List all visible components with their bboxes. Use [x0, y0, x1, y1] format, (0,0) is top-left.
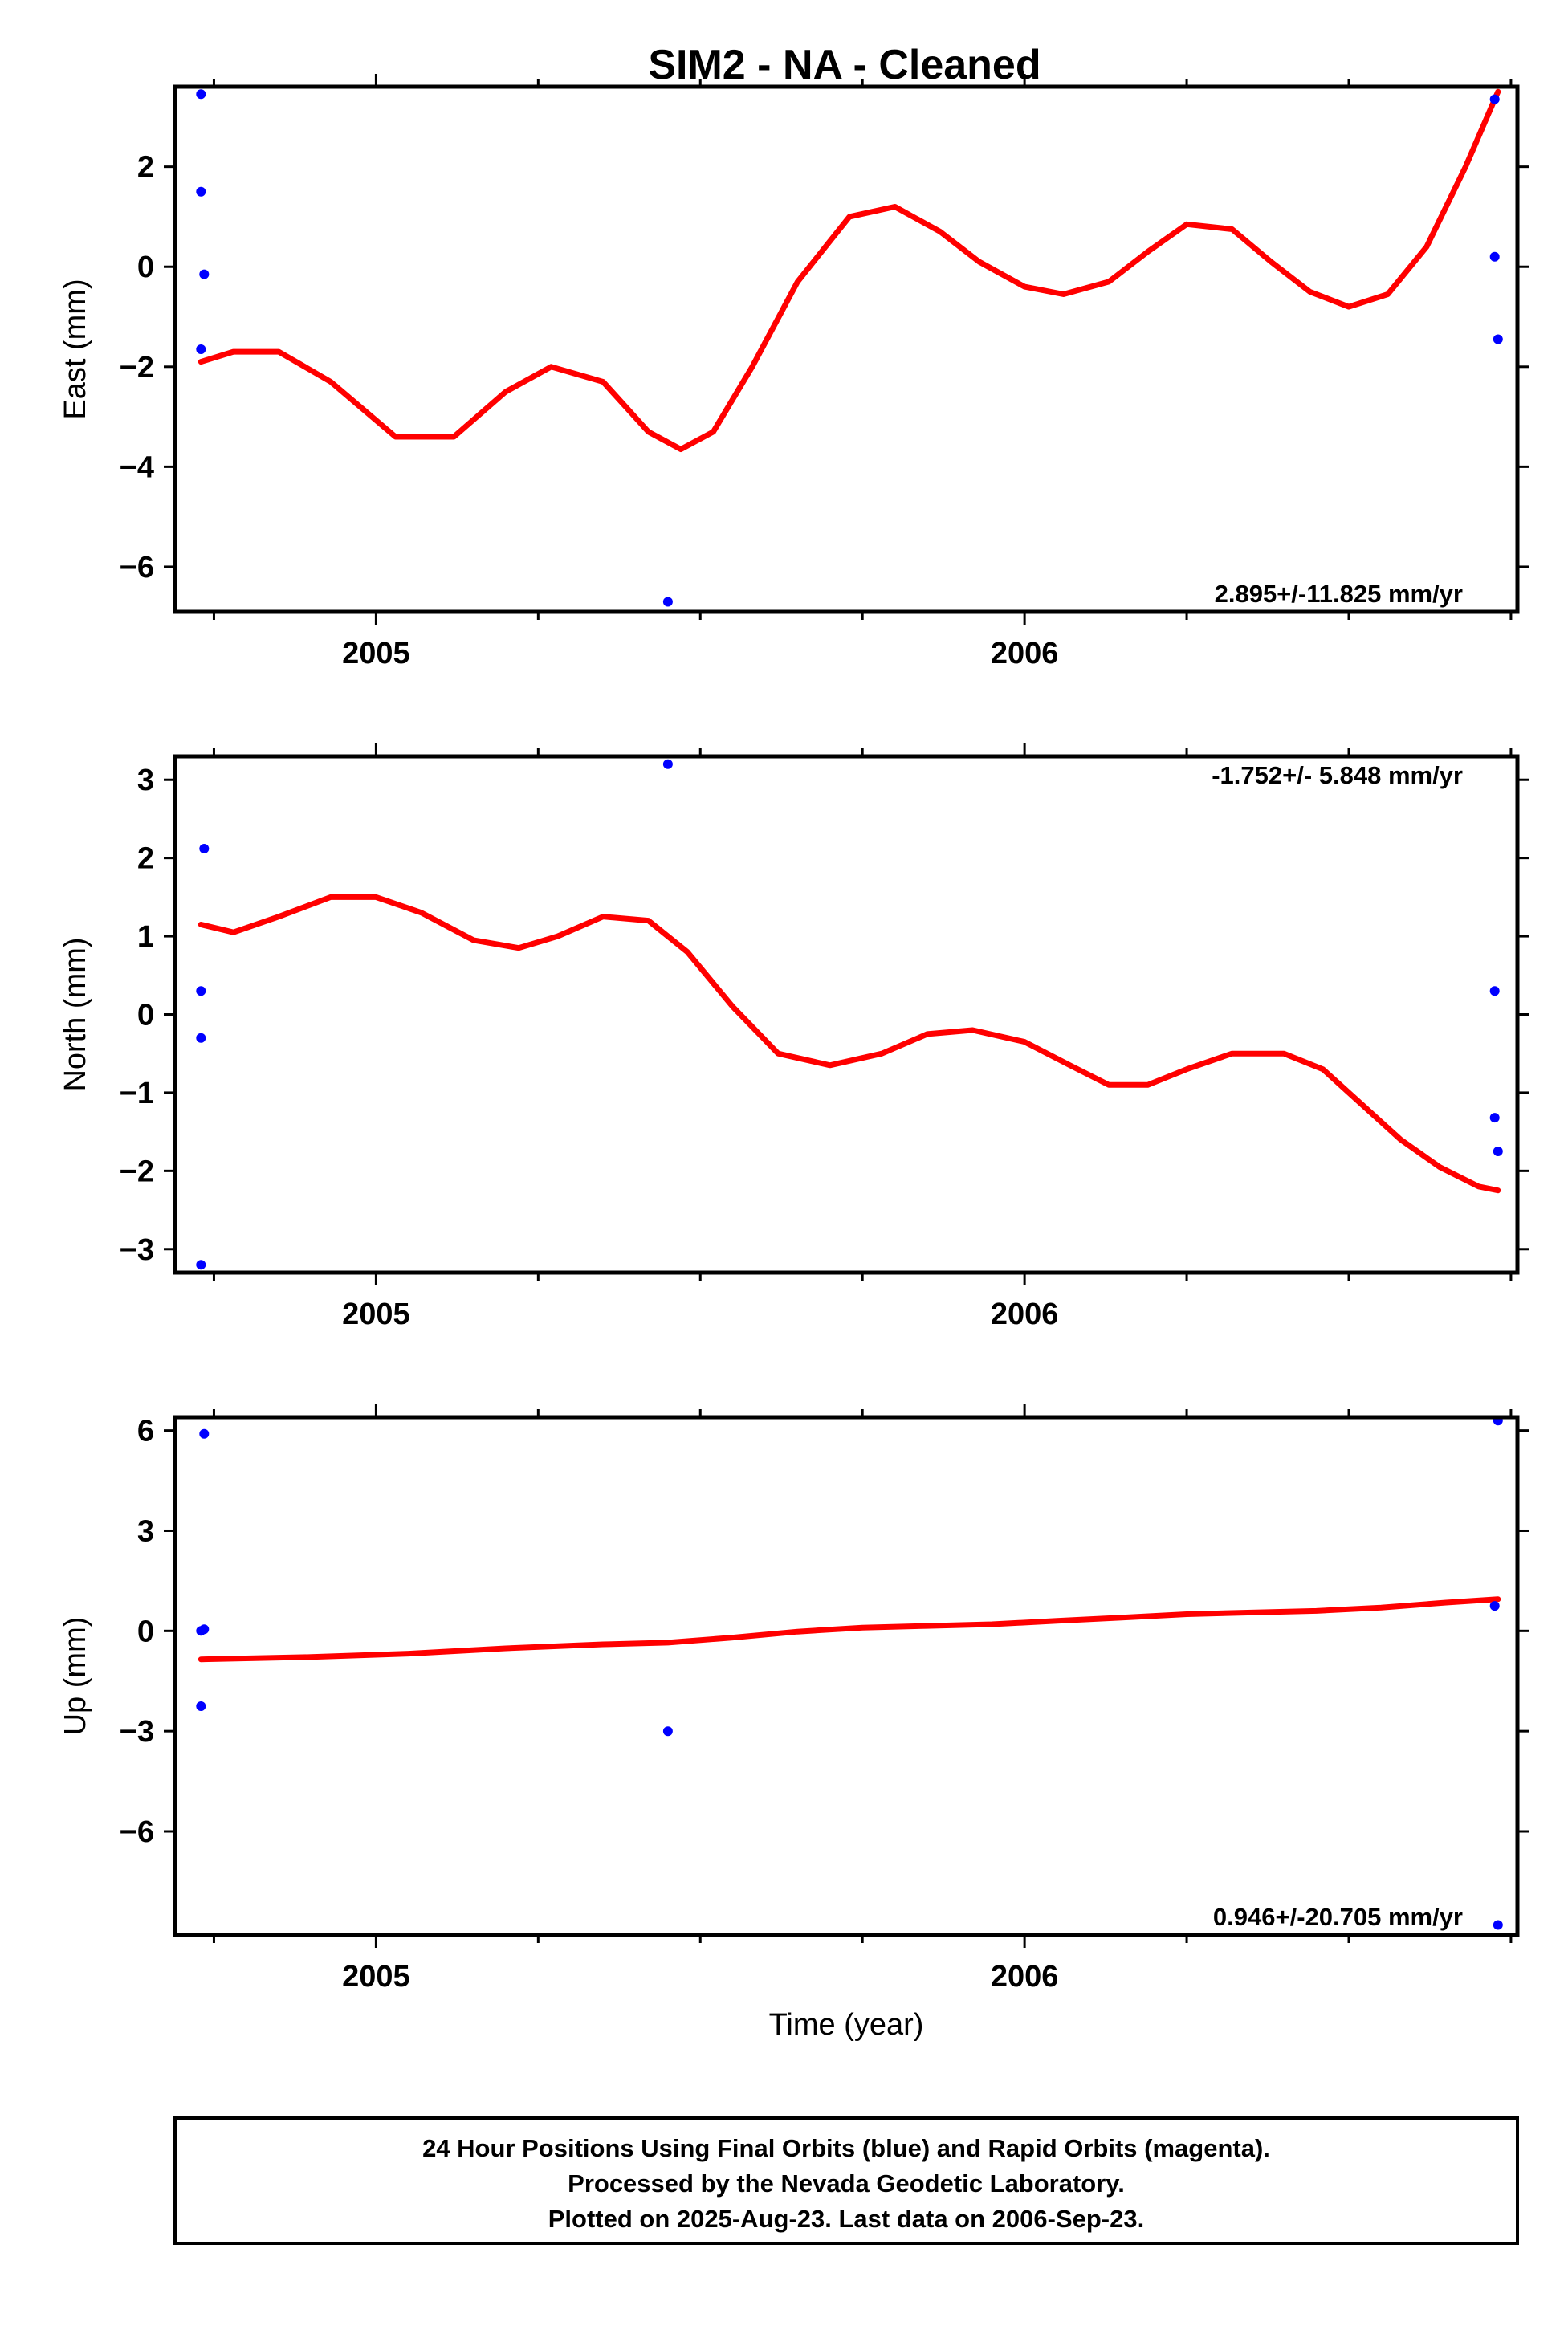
data-point	[196, 1701, 206, 1711]
y-axis-label: Up (mm)	[59, 1617, 92, 1736]
footer-box: 24 Hour Positions Using Final Orbits (bl…	[173, 2116, 1519, 2245]
y-tick-label: 0	[137, 251, 154, 284]
data-point	[1489, 251, 1500, 262]
data-point	[662, 1726, 673, 1737]
rate-annotation: 0.946+/-20.705 mm/yr	[1213, 1903, 1463, 1931]
footer-line-1: 24 Hour Positions Using Final Orbits (bl…	[422, 2134, 1270, 2162]
x-tick-label: 2006	[991, 1960, 1059, 1994]
panel-2: 3 2 1 0 −1 −2 −3 2005 2006 North (mm) -1.752+/- 5.…	[59, 743, 1529, 1331]
x-tick-label: 2005	[342, 637, 410, 670]
y-tick-label: −4	[120, 450, 154, 484]
y-axis-label: North (mm)	[59, 937, 92, 1091]
y-tick-label: −3	[120, 1233, 154, 1267]
x-tick-label: 2006	[991, 637, 1059, 670]
y-tick-label: 3	[137, 1514, 154, 1548]
data-point	[1493, 1920, 1503, 1930]
footer-line-3: Plotted on 2025-Aug-23. Last data on 200…	[548, 2205, 1144, 2233]
y-axis-label: East (mm)	[59, 279, 92, 419]
fit-line	[198, 88, 1501, 453]
footer-frame	[173, 2116, 1519, 2245]
rate-annotation: -1.752+/- 5.848 mm/yr	[1212, 761, 1463, 789]
data-point	[662, 597, 673, 607]
x-axis-label: Time (year)	[769, 2008, 924, 2042]
y-tick-label: −3	[120, 1715, 154, 1749]
data-point	[196, 1033, 206, 1043]
fit-line	[198, 894, 1501, 1194]
y-tick-label: 3	[137, 764, 154, 797]
x-tick-label: 2005	[342, 1297, 410, 1331]
data-point	[199, 1428, 210, 1439]
y-tick-label: 0	[137, 1615, 154, 1648]
data-point	[1493, 1147, 1503, 1156]
y-tick-label: −6	[120, 1815, 154, 1849]
data-point	[1493, 334, 1503, 344]
y-tick-label: 2	[137, 151, 154, 185]
data-point	[1489, 1113, 1500, 1123]
x-tick-label: 2005	[342, 1960, 410, 1994]
y-tick-label: −6	[120, 551, 154, 585]
data-point	[196, 344, 206, 354]
rate-annotation: 2.895+/-11.825 mm/yr	[1215, 580, 1463, 608]
data-point	[199, 269, 210, 279]
data-point	[1489, 986, 1500, 996]
plot-frame	[173, 754, 1520, 1275]
data-point	[196, 89, 206, 100]
y-tick-label: 0	[137, 999, 154, 1033]
chart-title: SIM2 - NA - Cleaned	[648, 42, 1041, 88]
y-tick-label: 1	[137, 920, 154, 954]
fit-line	[198, 1596, 1501, 1663]
data-point	[196, 186, 206, 197]
plot-frame	[173, 1415, 1520, 1937]
footer-line-2: Processed by the Nevada Geodetic Laborat…	[568, 2169, 1125, 2198]
data-point	[1489, 1601, 1500, 1611]
y-tick-label: −1	[120, 1077, 154, 1110]
data-point	[199, 1624, 210, 1635]
data-point	[662, 759, 673, 769]
y-tick-label: 6	[137, 1415, 154, 1448]
data-point	[196, 1260, 206, 1270]
y-tick-label: −2	[120, 351, 154, 385]
y-tick-label: −2	[120, 1155, 154, 1188]
data-point	[196, 986, 206, 996]
panel-1: 2 0 −2 −4 −6 2005 2006 East (mm) 2.895+/-11.825 …	[59, 74, 1529, 670]
data-point	[199, 844, 210, 853]
data-point	[1489, 94, 1500, 104]
y-tick-label: 2	[137, 842, 154, 876]
x-tick-label: 2006	[991, 1297, 1059, 1331]
panel-3: 6 3 0 −3 −6 2005 2006 Up (mm) Time (year) 0.946+/…	[59, 1404, 1529, 2042]
plot-frame	[173, 84, 1520, 614]
